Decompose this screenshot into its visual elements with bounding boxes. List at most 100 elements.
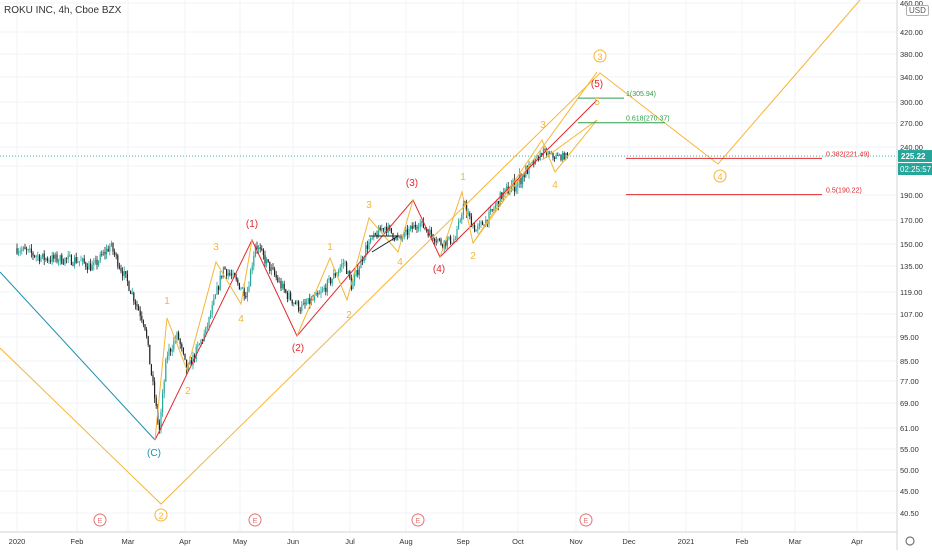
candle-body	[195, 346, 197, 359]
candle-body	[162, 393, 164, 412]
candle-body	[480, 222, 482, 224]
candle-body	[18, 251, 20, 254]
candle-body	[166, 356, 168, 360]
candle-body	[269, 261, 271, 271]
candle-body	[294, 302, 296, 305]
candle-body	[19, 251, 21, 253]
candle-body	[363, 256, 365, 262]
earnings-label: E	[584, 518, 589, 525]
candle-body	[210, 314, 212, 317]
wave-lines	[0, 0, 861, 505]
candle-body	[35, 256, 37, 257]
wave-labels: (C) 2 3 4 (1) (2) (3) (4) (5) 1 1 1 2 2 2 3 3 3 4 4 4 5 E E E E	[93, 49, 727, 527]
candle-body	[430, 229, 432, 235]
candle-body	[502, 192, 504, 200]
candle-body	[190, 360, 192, 366]
wave-label: (3)	[406, 178, 418, 189]
earnings-label: E	[416, 518, 421, 525]
candle-body	[474, 225, 476, 232]
candle-body	[67, 255, 69, 259]
candle-body	[26, 249, 28, 250]
candle-body	[338, 270, 340, 274]
candle-body	[237, 279, 239, 284]
candle-body	[531, 161, 533, 164]
candle-body	[147, 336, 149, 345]
candle-body	[520, 175, 522, 185]
candle-body	[122, 271, 124, 277]
wave-label: (C)	[147, 448, 161, 459]
candle-body	[506, 186, 508, 189]
candle-body	[203, 333, 205, 341]
candle-body	[462, 203, 464, 215]
candle-body	[328, 278, 330, 280]
candle-body	[491, 209, 493, 211]
candle-body	[242, 287, 244, 289]
last-price-text: 225.22	[901, 152, 926, 161]
candle-body	[490, 209, 492, 212]
candle-body	[274, 269, 276, 275]
candle-body	[98, 261, 100, 265]
candle-body	[187, 364, 189, 371]
candle-body	[181, 343, 183, 348]
candle-body	[109, 246, 111, 252]
candle-body	[472, 225, 474, 228]
candle-body	[360, 259, 362, 269]
candle-body	[461, 214, 463, 221]
candle-body	[96, 259, 98, 265]
candle-body	[278, 281, 280, 282]
candle-body	[43, 253, 45, 261]
candle-body	[304, 302, 306, 305]
candle-body	[171, 349, 173, 352]
candle-body	[101, 254, 103, 256]
candle-body	[83, 258, 85, 263]
candle-body	[197, 345, 199, 347]
wave-label: 3	[213, 242, 219, 253]
earnings-label: E	[98, 518, 103, 525]
candle-body	[142, 320, 144, 325]
candle-body	[450, 236, 452, 244]
candle-body	[29, 248, 31, 250]
candle-body	[374, 233, 376, 235]
candle-body	[451, 242, 453, 244]
currency-button[interactable]: USD	[906, 5, 929, 16]
candle-body	[339, 267, 341, 271]
candle-body	[133, 292, 135, 302]
settings-gear-icon[interactable]	[905, 536, 915, 546]
candle-body	[165, 359, 167, 382]
candle-body	[285, 289, 287, 293]
time-tick-label: Sep	[456, 537, 469, 546]
candle-body	[562, 152, 564, 160]
candle-body	[419, 223, 421, 228]
time-tick-label: May	[233, 537, 247, 546]
candle-body	[134, 301, 136, 305]
price-tick-label: 61.00	[900, 424, 919, 433]
wave-label: 4	[717, 172, 722, 182]
candle-body	[368, 242, 370, 249]
candle-body	[184, 353, 186, 360]
candle-body	[424, 227, 426, 229]
candle-body	[58, 260, 60, 262]
candle-body	[62, 263, 64, 265]
candle-body	[179, 339, 181, 344]
candle-body	[45, 258, 47, 261]
candle-body	[213, 298, 215, 305]
candle-body	[422, 221, 424, 228]
candle-body	[94, 259, 96, 263]
candle-body	[232, 273, 234, 276]
wave-label: 5	[594, 97, 600, 108]
countdown-tag	[898, 163, 932, 176]
wave-label: 4	[552, 180, 558, 191]
fib-levels: 1(305.94) 0.618(270.37) 0.382(221.49) 0.5(1…	[0, 91, 896, 196]
candle-body	[125, 271, 127, 275]
candle-body	[110, 243, 112, 247]
candle-body	[381, 228, 383, 231]
candle-body	[509, 192, 511, 195]
candle-body	[59, 255, 61, 261]
candle-body	[446, 239, 448, 246]
candle-body	[259, 247, 261, 249]
candle-body	[69, 255, 71, 257]
price-tick-label: 77.00	[900, 377, 919, 386]
candle-body	[261, 248, 263, 250]
